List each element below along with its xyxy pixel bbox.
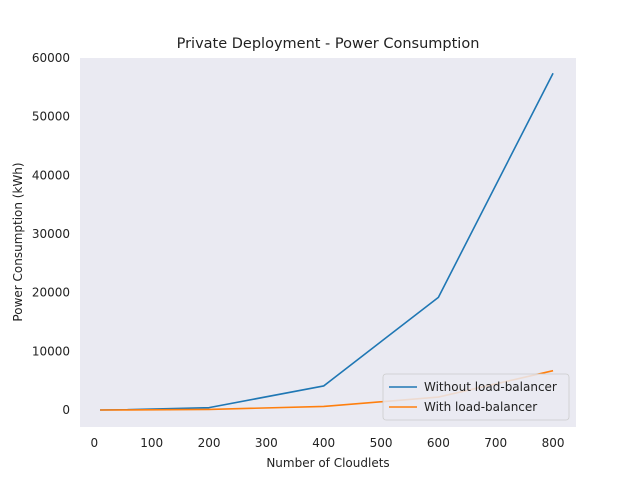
y-tick-label: 10000 <box>32 344 70 358</box>
x-tick-label: 700 <box>484 436 507 450</box>
x-tick-label: 400 <box>312 436 335 450</box>
x-tick-label: 200 <box>198 436 221 450</box>
y-tick-label: 30000 <box>32 227 70 241</box>
y-tick-label: 40000 <box>32 168 70 182</box>
x-tick-label: 300 <box>255 436 278 450</box>
x-tick-label: 0 <box>91 436 99 450</box>
y-axis-ticks: 0 10000 20000 30000 40000 50000 60000 <box>32 51 70 417</box>
legend-label-2: With load-balancer <box>424 400 537 414</box>
x-tick-label: 600 <box>427 436 450 450</box>
x-axis-ticks: 0 100 200 300 400 500 600 700 800 <box>91 436 565 450</box>
legend: Without load-balancer With load-balancer <box>382 373 570 421</box>
y-axis-label: Power Consumption (kWh) <box>11 162 25 321</box>
y-tick-label: 60000 <box>32 51 70 65</box>
x-tick-label: 100 <box>140 436 163 450</box>
chart-title: Private Deployment - Power Consumption <box>177 36 480 52</box>
legend-label-1: Without load-balancer <box>424 380 557 394</box>
x-tick-label: 800 <box>542 436 565 450</box>
legend-box <box>382 373 570 421</box>
x-axis-label: Number of Cloudlets <box>266 456 389 470</box>
x-tick-label: 500 <box>370 436 393 450</box>
y-tick-label: 20000 <box>32 286 70 300</box>
plot-area <box>80 58 576 427</box>
y-tick-label: 0 <box>62 403 70 417</box>
y-tick-label: 50000 <box>32 110 70 124</box>
